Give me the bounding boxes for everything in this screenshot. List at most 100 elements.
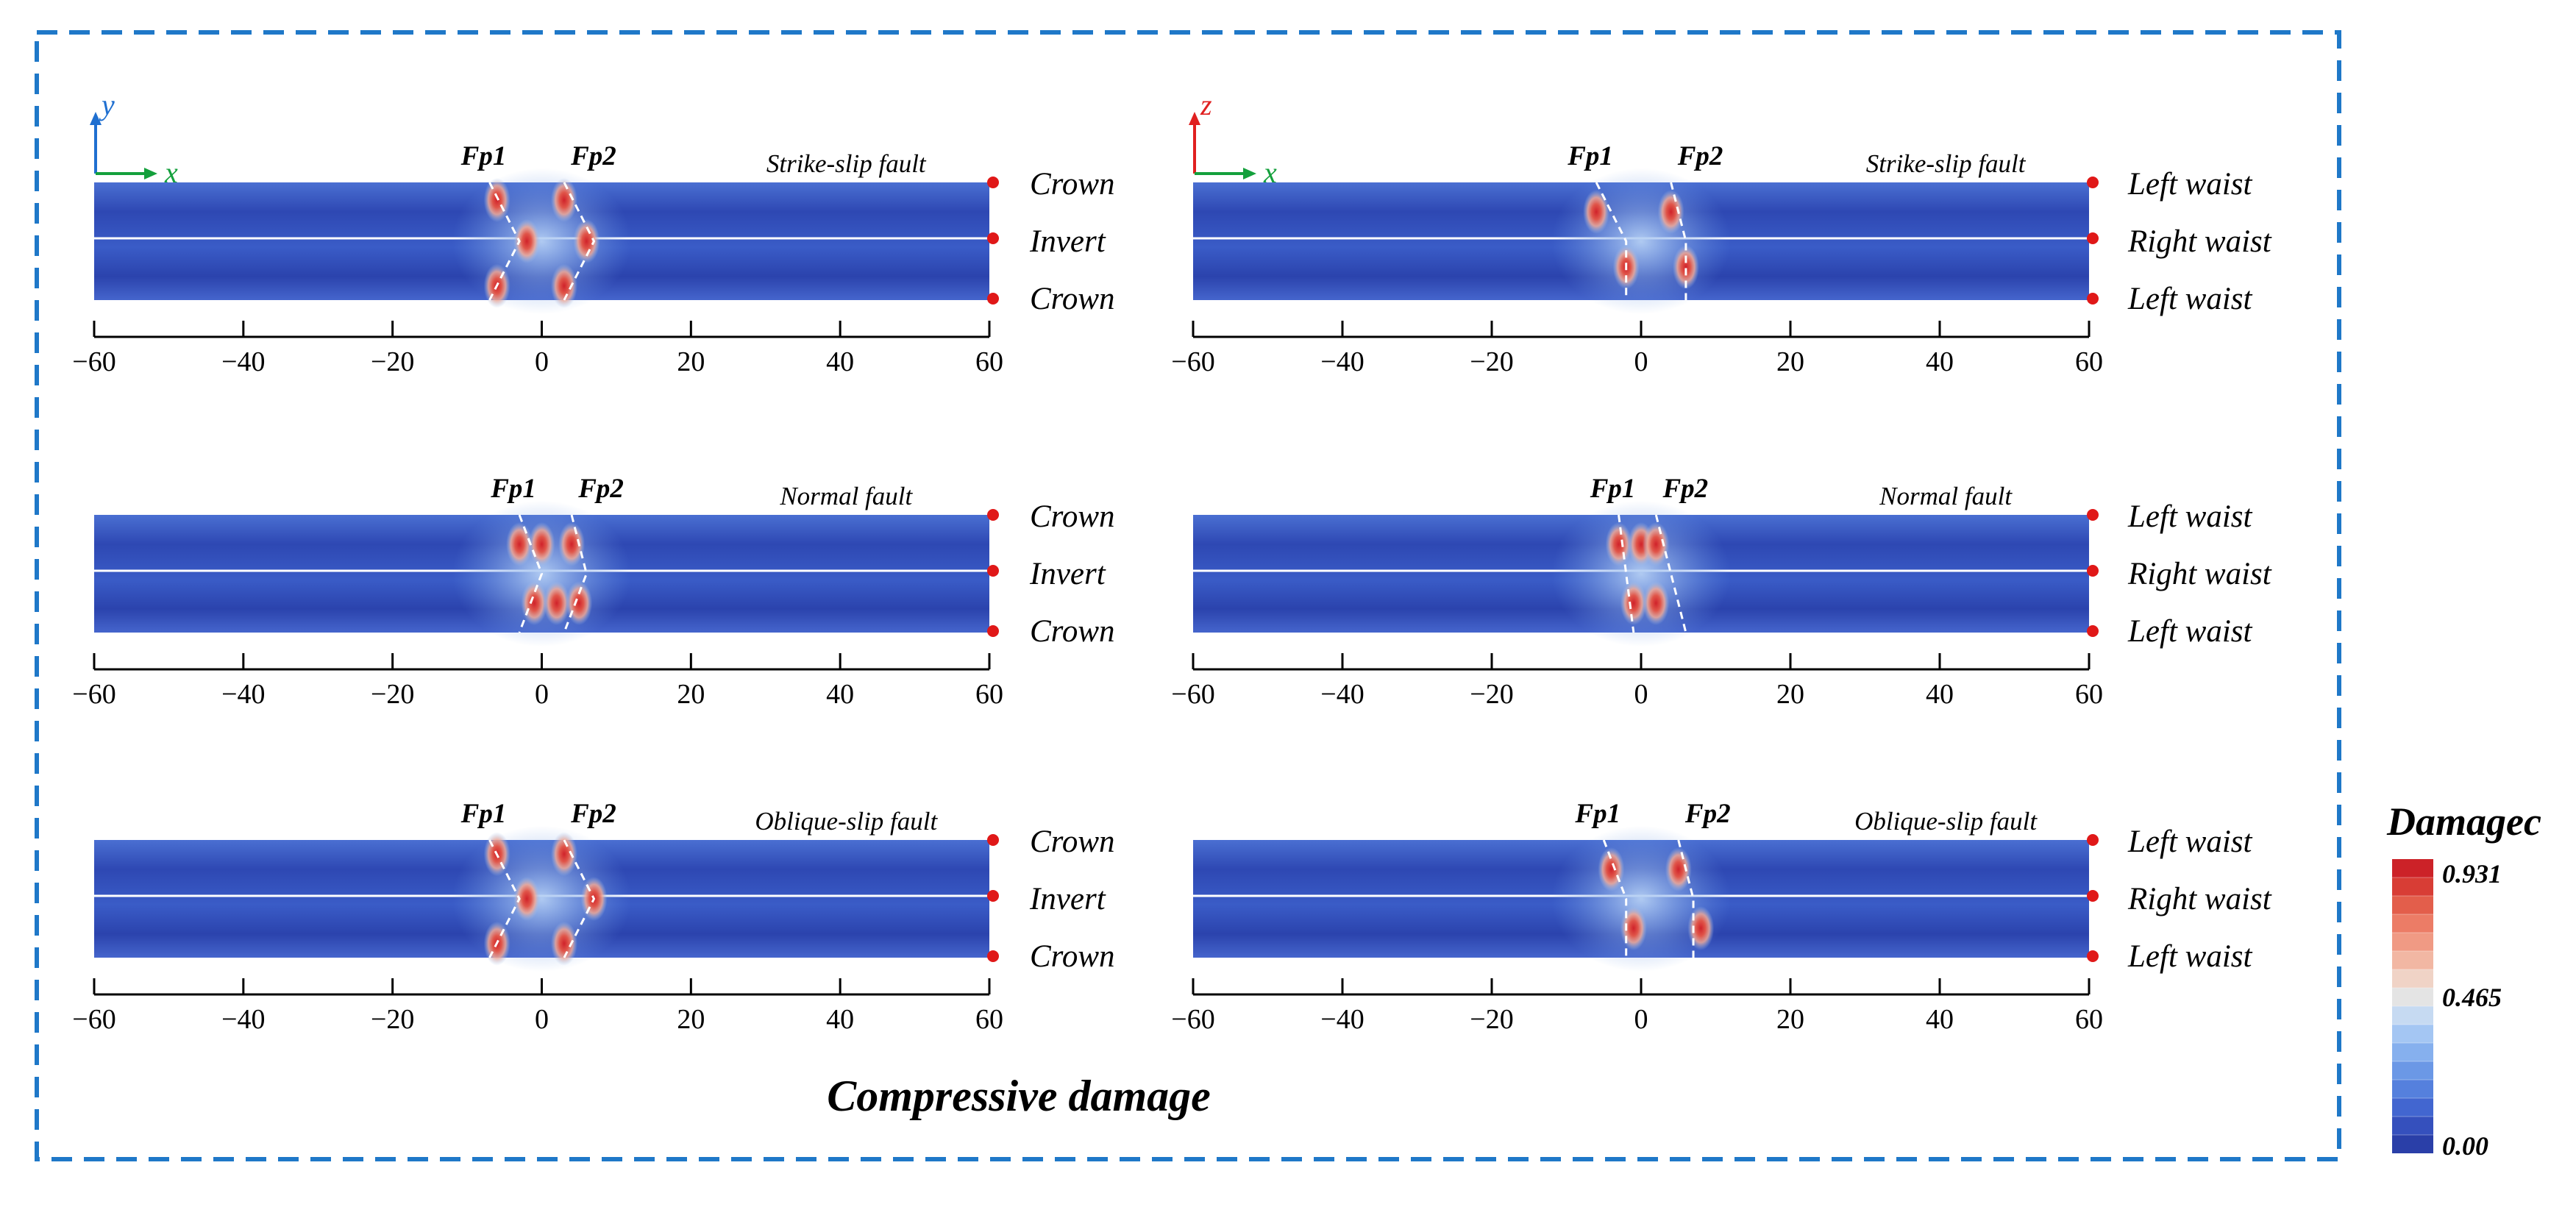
- damage-zone: [528, 522, 555, 566]
- figure-title: Compressive damage: [827, 1072, 1211, 1120]
- side-label: Crown: [1030, 825, 1115, 859]
- colorbar-mid-label: 0.465: [2442, 983, 2502, 1012]
- colorbar-max-label: 0.931: [2442, 859, 2502, 889]
- damage-zone: [550, 263, 577, 308]
- end-marker-dot: [2087, 834, 2099, 846]
- panel-p4: Left waist Right waist Left waist Normal fa…: [1171, 474, 2271, 710]
- horizontal-axis-label: x: [164, 156, 178, 189]
- damage-zone: [1605, 522, 1632, 566]
- colorbar: Damagec 0.931 0.465 0.00: [2386, 800, 2541, 1161]
- x-tick-label: 20: [1776, 679, 1804, 710]
- x-tick-label: 20: [1776, 1004, 1804, 1035]
- x-tick-label: −20: [371, 679, 414, 710]
- panel-p6: Left waist Right waist Left waist Oblique-s…: [1171, 799, 2271, 1035]
- horizontal-axis-arrowhead: [144, 168, 157, 179]
- x-tick-label: −40: [221, 346, 265, 377]
- damage-zone: [513, 219, 541, 263]
- x-tick-label: 40: [826, 1004, 854, 1035]
- fault-type-label: Strike-slip fault: [766, 149, 927, 178]
- x-tick-label: −40: [1320, 1004, 1364, 1035]
- panels: Crown Invert Crown Strike-slip fault Fp1 Fp2 −…: [72, 88, 2271, 1035]
- end-marker-dot: [987, 565, 999, 577]
- damage-zone: [1665, 847, 1692, 891]
- dashed-border: [35, 30, 2341, 1161]
- x-tick-label: −60: [72, 1004, 115, 1035]
- x-tick-label: −20: [1470, 679, 1513, 710]
- vertical-axis-label: z: [1200, 88, 1212, 121]
- end-marker-dot: [2087, 950, 2099, 962]
- side-label: Crown: [1030, 939, 1115, 974]
- x-tick-label: 0: [535, 1004, 549, 1035]
- x-tick-label: −60: [1171, 679, 1214, 710]
- x-tick-label: 20: [677, 1004, 705, 1035]
- damage-zone: [521, 581, 548, 625]
- end-marker-dot: [987, 950, 999, 962]
- damage-zone: [1643, 522, 1670, 566]
- damage-halo: [452, 168, 632, 315]
- end-marker-dot: [2087, 890, 2099, 902]
- side-label: Crown: [1030, 167, 1115, 202]
- fault-type-label: Oblique-slip fault: [755, 807, 938, 836]
- fault-plane-line: [1602, 839, 1628, 958]
- damage-zone: [1672, 245, 1699, 290]
- damage-zone: [1583, 190, 1610, 234]
- end-marker-dot: [987, 625, 999, 637]
- x-tick-label: 60: [2075, 346, 2103, 377]
- side-label: Invert: [1029, 882, 1106, 916]
- side-label: Invert: [1029, 224, 1106, 259]
- x-tick-label: 40: [1926, 346, 1954, 377]
- x-tick-label: 60: [2075, 1004, 2103, 1035]
- end-marker-dot: [987, 509, 999, 521]
- colorbar-title: Damagec: [2386, 800, 2541, 844]
- damage-halo: [1551, 168, 1731, 315]
- colorbar-min-label: 0.00: [2442, 1131, 2488, 1161]
- fault-plane-line: [518, 514, 544, 633]
- damage-zone: [513, 877, 541, 921]
- x-tick-label: −40: [1320, 346, 1364, 377]
- damage-zone: [558, 522, 586, 566]
- fp1-label: Fp1: [460, 799, 507, 829]
- x-tick-label: 60: [975, 1004, 1003, 1035]
- end-marker-dot: [2087, 565, 2099, 577]
- damage-zone: [1598, 847, 1625, 891]
- horizontal-axis-label: x: [1263, 156, 1277, 189]
- x-tick-label: −60: [1171, 346, 1214, 377]
- damage-zone: [543, 581, 570, 625]
- vertical-axis-arrowhead: [90, 112, 102, 125]
- x-tick-label: 20: [677, 679, 705, 710]
- damage-zone: [1620, 906, 1647, 950]
- fault-plane-line: [563, 514, 588, 633]
- damage-zone: [566, 581, 593, 625]
- fp2-label: Fp2: [1677, 141, 1723, 171]
- end-marker-dot: [2087, 509, 2099, 521]
- fp2-label: Fp2: [570, 141, 616, 171]
- damage-zone: [550, 178, 577, 222]
- damage-zone: [1687, 906, 1715, 950]
- end-marker-dot: [987, 834, 999, 846]
- damage-zone: [1620, 581, 1647, 625]
- end-marker-dot: [2087, 625, 2099, 637]
- horizontal-axis-arrowhead: [1243, 168, 1256, 179]
- fault-plane-line: [488, 839, 521, 958]
- x-tick-label: −20: [371, 1004, 414, 1035]
- x-tick-label: 40: [826, 346, 854, 377]
- x-tick-label: −20: [1470, 346, 1513, 377]
- fp1-label: Fp1: [1590, 474, 1636, 504]
- damage-halo: [1551, 825, 1731, 972]
- fault-plane-line: [1618, 514, 1635, 633]
- end-marker-dot: [987, 890, 999, 902]
- x-tick-label: −40: [221, 679, 265, 710]
- fp2-label: Fp2: [1684, 799, 1731, 829]
- side-label: Left waist: [2127, 825, 2253, 859]
- x-tick-label: 60: [975, 679, 1003, 710]
- side-label: Crown: [1030, 282, 1115, 316]
- panel-p3: Crown Invert Crown Normal fault Fp1 Fp2 −60 −40…: [72, 474, 1114, 710]
- damage-halo: [1551, 500, 1731, 647]
- end-marker-dot: [2087, 177, 2099, 188]
- x-tick-label: 0: [1634, 679, 1648, 710]
- x-tick-label: 0: [1634, 346, 1648, 377]
- x-tick-label: −60: [72, 679, 115, 710]
- side-label: Right waist: [2127, 882, 2272, 916]
